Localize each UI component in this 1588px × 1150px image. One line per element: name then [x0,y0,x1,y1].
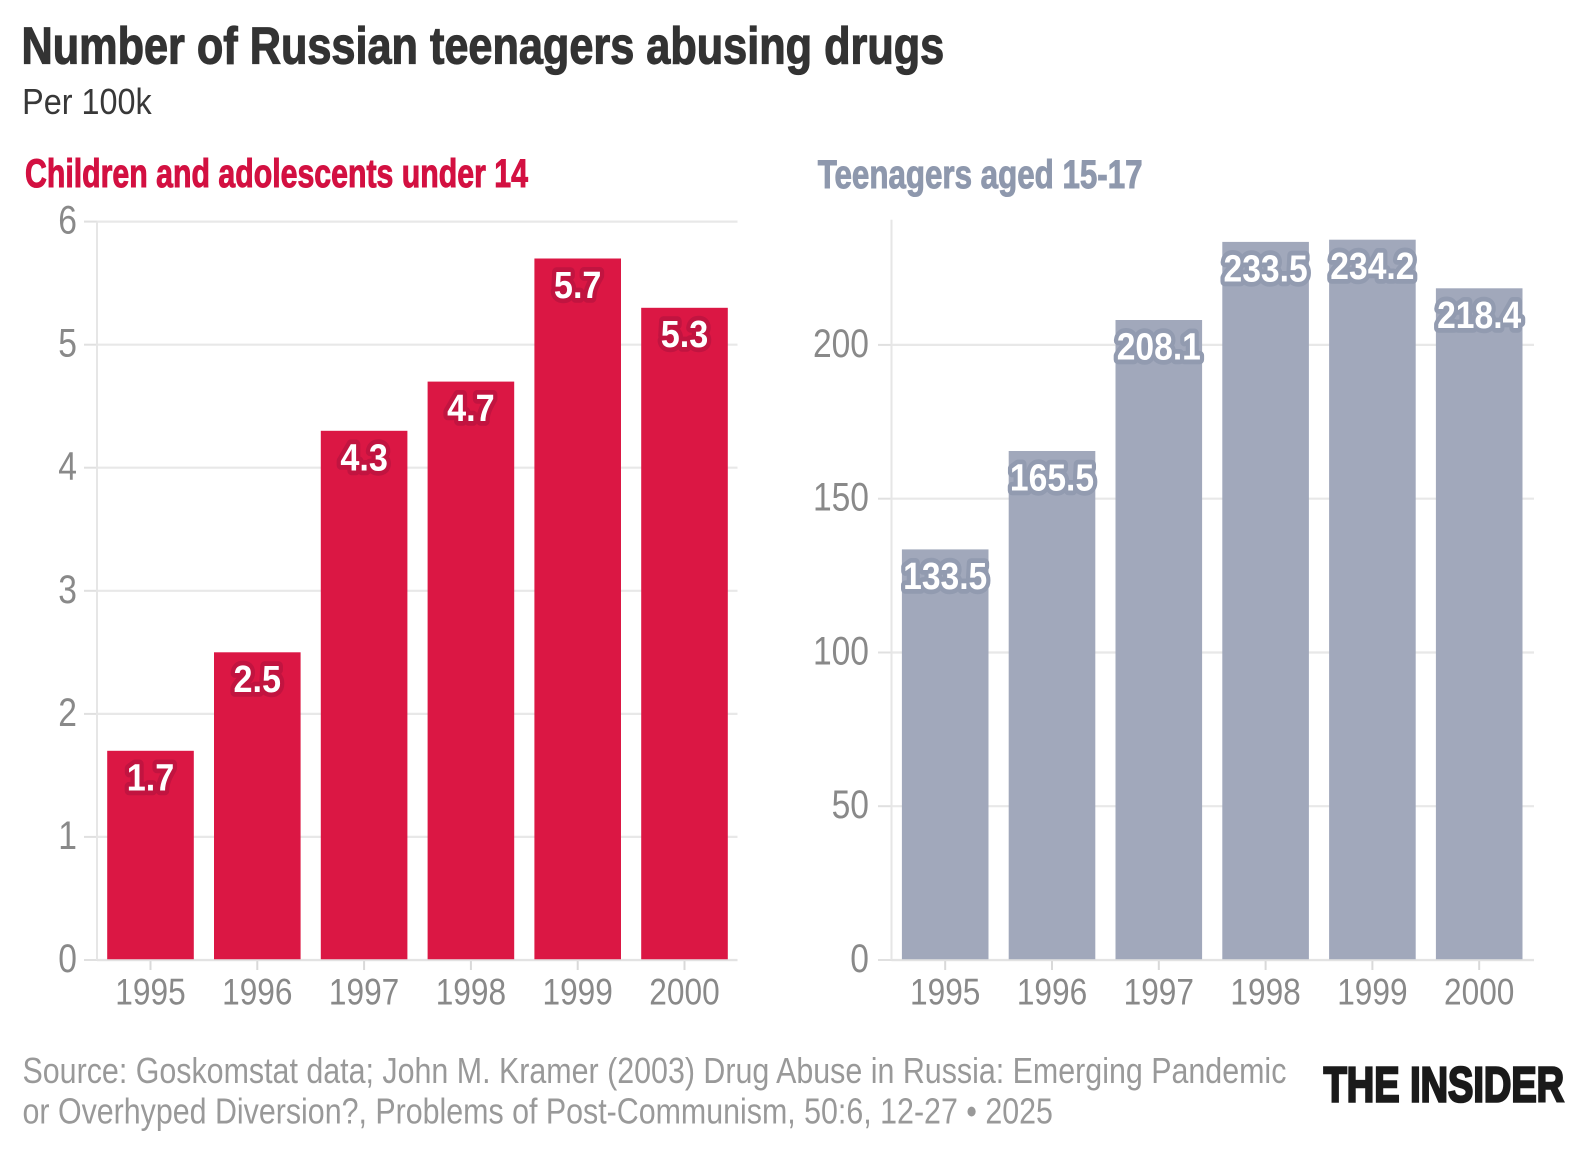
svg-text:2.5: 2.5 [234,657,282,700]
svg-text:233.5: 233.5 [1224,247,1308,289]
svg-text:4.3: 4.3 [340,436,388,479]
svg-text:Children and adolescents under: Children and adolescents under 14 [25,151,528,196]
svg-text:5.3: 5.3 [661,313,709,356]
svg-text:4.7: 4.7 [447,386,495,429]
svg-text:218.4: 218.4 [1437,294,1521,336]
svg-text:200: 200 [813,321,869,365]
svg-text:Source: Goskomstat data; John: Source: Goskomstat data; John M. Kramer … [23,1051,1287,1091]
svg-text:1997: 1997 [1124,972,1194,1013]
svg-text:1.7: 1.7 [127,756,175,799]
svg-text:1995: 1995 [115,972,185,1013]
svg-text:1997: 1997 [329,972,399,1013]
svg-text:Number of Russian teenagers ab: Number of Russian teenagers abusing drug… [22,18,945,76]
svg-text:234.2: 234.2 [1330,245,1414,287]
svg-text:5: 5 [58,321,77,365]
svg-text:1: 1 [58,813,77,857]
svg-text:Teenagers aged 15-17: Teenagers aged 15-17 [818,151,1143,197]
svg-text:1996: 1996 [222,972,292,1013]
svg-text:6: 6 [58,198,77,242]
svg-text:0: 0 [850,936,869,980]
svg-text:165.5: 165.5 [1010,457,1094,499]
svg-text:1998: 1998 [436,972,506,1013]
svg-text:150: 150 [813,475,869,519]
svg-text:5.7: 5.7 [554,263,602,306]
svg-text:THE INSIDER: THE INSIDER [1324,1058,1564,1113]
svg-text:1995: 1995 [910,972,980,1013]
svg-text:4: 4 [58,444,77,488]
svg-text:133.5: 133.5 [903,555,987,597]
svg-text:208.1: 208.1 [1117,326,1201,368]
svg-text:1999: 1999 [543,972,613,1013]
svg-text:2000: 2000 [1444,972,1514,1013]
svg-text:2000: 2000 [649,972,719,1013]
svg-text:50: 50 [832,782,869,826]
svg-text:100: 100 [813,629,869,673]
svg-text:1998: 1998 [1230,972,1300,1013]
svg-text:3: 3 [58,567,77,611]
svg-text:or Overhyped Diversion?, Probl: or Overhyped Diversion?, Problems of Pos… [23,1092,1053,1132]
svg-text:0: 0 [58,936,77,980]
svg-text:1999: 1999 [1337,972,1407,1013]
svg-text:2: 2 [58,690,77,734]
svg-text:1996: 1996 [1017,972,1087,1013]
svg-text:Per 100k: Per 100k [22,82,152,122]
